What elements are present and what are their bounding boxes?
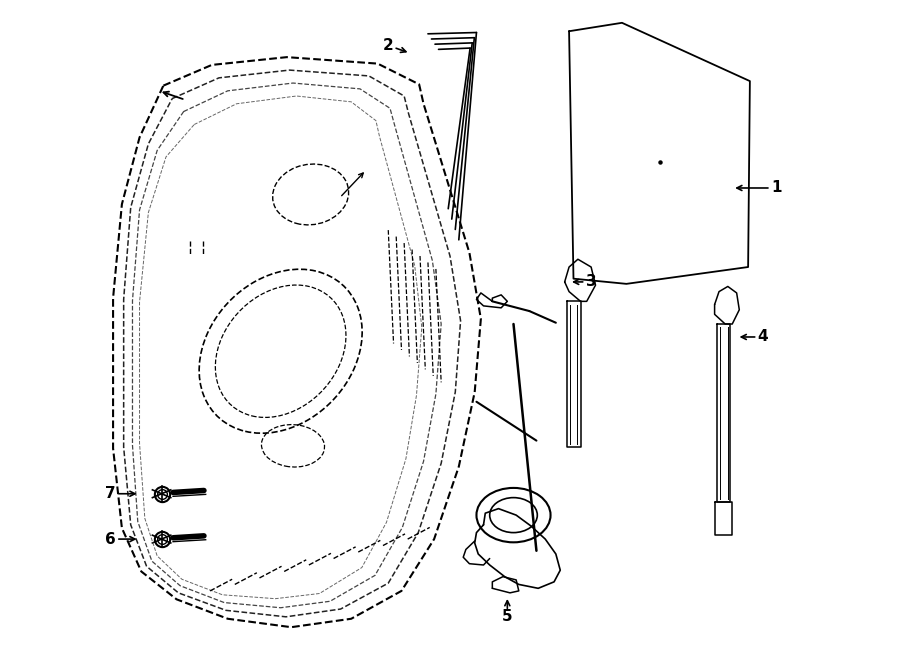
Text: 4: 4 — [758, 329, 769, 344]
Text: 7: 7 — [105, 486, 116, 501]
Text: 5: 5 — [502, 609, 513, 625]
Text: 3: 3 — [586, 274, 597, 290]
Text: 2: 2 — [382, 38, 393, 53]
Text: 1: 1 — [771, 180, 781, 196]
Text: 6: 6 — [105, 531, 116, 547]
